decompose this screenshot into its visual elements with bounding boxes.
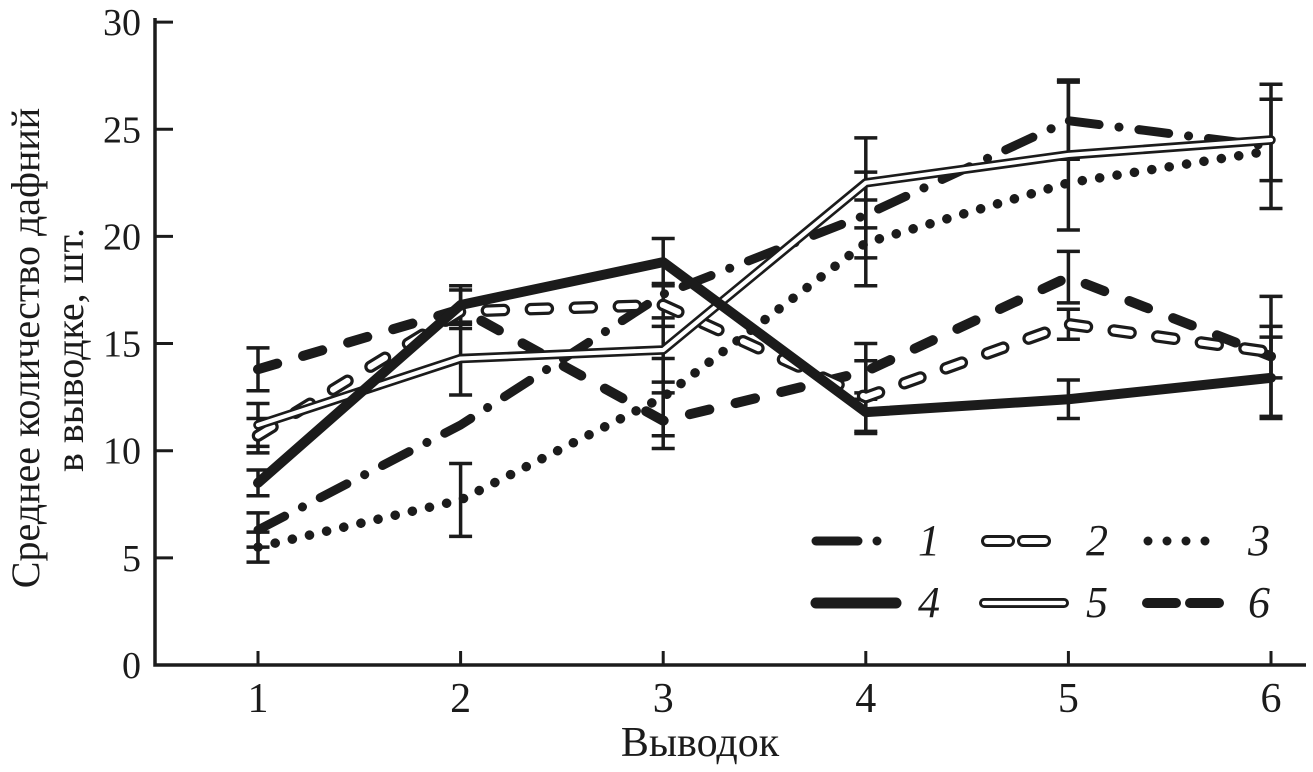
legend-dot	[1200, 536, 1210, 546]
series-line-5	[253, 135, 1276, 430]
legend-label-2: 2	[1086, 516, 1108, 565]
series-polyline-5	[253, 135, 1276, 430]
legend-dot	[872, 536, 882, 546]
series-line-6	[253, 272, 1276, 426]
series-polyline-3	[253, 145, 1276, 552]
y-tick-label: 5	[122, 538, 141, 580]
legend-sample-thick-dash-line	[1142, 598, 1224, 608]
legend-label-5: 5	[1086, 578, 1108, 627]
series-polyline-5	[255, 137, 1274, 428]
x-tick-label: 2	[450, 676, 471, 722]
legend-item-4: 4	[810, 581, 940, 625]
legend-dot	[1162, 536, 1172, 546]
series-line-4	[253, 257, 1276, 488]
x-tick-label: 5	[1058, 676, 1079, 722]
legend-dot	[1181, 536, 1191, 546]
legend-sample-solid-line	[810, 597, 902, 609]
legend-sample-hollow-dash-line	[981, 535, 1051, 547]
x-axis-title: Выводок	[620, 720, 780, 766]
legend-sample-dotted-line	[1143, 536, 1210, 546]
y-tick-label: 0	[122, 645, 141, 687]
series-polyline-4	[253, 257, 1276, 488]
y-axis-title-line1: Среднее количество дафний	[3, 107, 48, 589]
axes	[153, 18, 1306, 667]
y-axis-title-line2: в выводке, шт.	[47, 228, 92, 472]
series-polyline-6	[253, 272, 1276, 426]
legend-sample-hollow-solid-line	[979, 598, 1069, 608]
x-tick-label: 1	[248, 676, 269, 722]
legend-item-6: 6	[1140, 581, 1270, 625]
legend-sample-dash-dot-line	[811, 536, 882, 546]
legend-item-2: 2	[978, 519, 1108, 563]
legend-label-1: 1	[918, 516, 940, 565]
legend-item-1: 1	[810, 519, 940, 563]
x-tick-label: 3	[653, 676, 674, 722]
y-tick-label: 30	[103, 2, 141, 44]
legend-label-3: 3	[1248, 516, 1270, 565]
series-polyline-1	[253, 116, 1276, 535]
error-bar	[1056, 249, 1080, 305]
x-tick-label: 4	[855, 676, 876, 722]
series-line-1	[253, 116, 1276, 535]
legend-label-4: 4	[918, 578, 940, 627]
y-tick-label: 20	[103, 216, 141, 258]
legend-dot	[1143, 536, 1153, 546]
legend-item-3: 3	[1140, 519, 1270, 563]
series-lines	[251, 116, 1278, 552]
x-tick-label: 6	[1261, 676, 1282, 722]
legend-item-5: 5	[978, 581, 1108, 625]
series-line-3	[253, 145, 1276, 552]
y-tick-label: 10	[103, 431, 141, 473]
y-tick-label: 25	[103, 109, 141, 151]
y-tick-label: 15	[103, 324, 141, 366]
legend-label-6: 6	[1248, 578, 1270, 627]
axis-lines	[153, 18, 1306, 667]
